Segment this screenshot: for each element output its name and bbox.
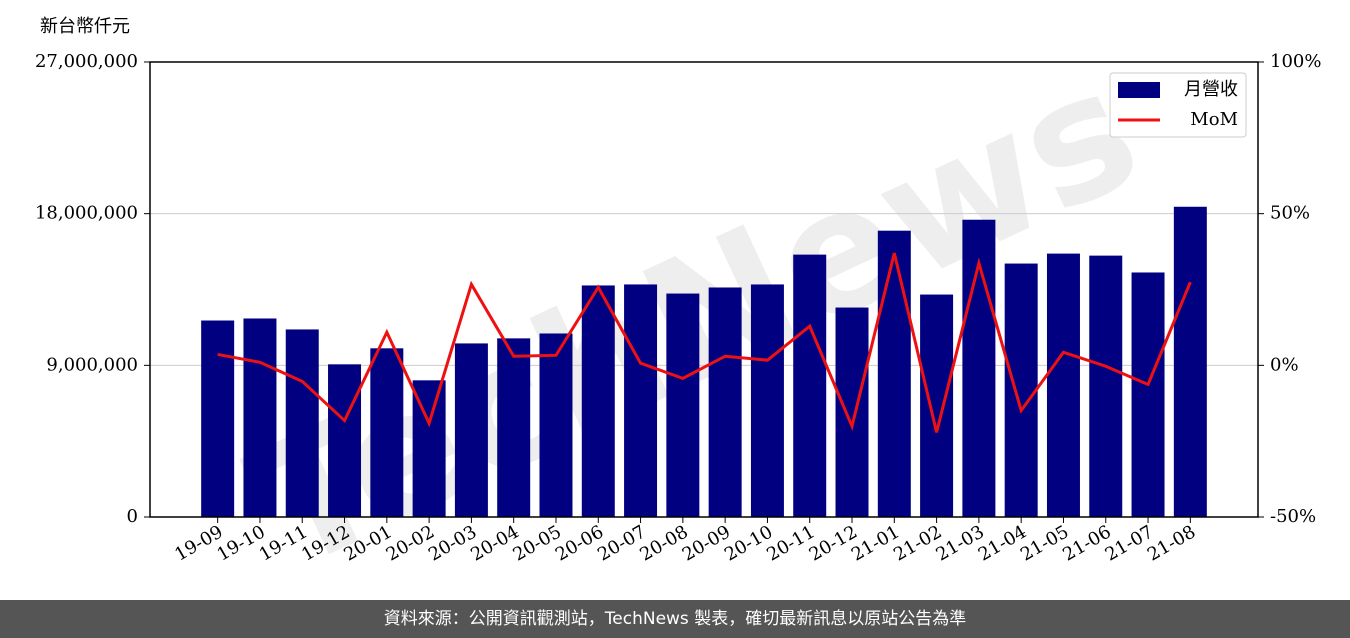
legend-label: 月營收 bbox=[1184, 79, 1238, 100]
bar bbox=[285, 329, 319, 517]
y2-tick-label: 50% bbox=[1270, 203, 1310, 224]
y2-tick-label: -50% bbox=[1270, 506, 1316, 527]
legend-label: MoM bbox=[1190, 109, 1238, 130]
bar bbox=[750, 284, 784, 517]
bar bbox=[1131, 272, 1165, 517]
bar bbox=[328, 364, 362, 517]
bar bbox=[370, 348, 404, 517]
y-tick-label: 27,000,000 bbox=[35, 51, 138, 72]
y-unit-label: 新台幣仟元 bbox=[40, 16, 130, 37]
bar bbox=[920, 294, 954, 517]
bar bbox=[1004, 263, 1038, 517]
bar bbox=[454, 343, 488, 517]
bar bbox=[497, 338, 531, 517]
bar bbox=[1173, 206, 1207, 518]
bar bbox=[201, 320, 235, 517]
y2-tick-label: 0% bbox=[1270, 354, 1299, 375]
bar bbox=[624, 284, 658, 517]
bar bbox=[708, 287, 742, 517]
footer-bar bbox=[0, 600, 1350, 638]
plot-frame bbox=[149, 61, 1259, 518]
bar bbox=[1089, 255, 1123, 517]
bar bbox=[539, 333, 573, 517]
bar bbox=[666, 293, 700, 517]
footer: 資料來源：公開資訊觀測站，TechNews 製表，確切最新訊息以原站公告為準 bbox=[384, 609, 966, 629]
bar bbox=[835, 307, 869, 517]
bar bbox=[793, 254, 827, 517]
line bbox=[217, 252, 1192, 433]
y2-tick-label: 100% bbox=[1270, 51, 1321, 72]
legend-swatch bbox=[1118, 82, 1160, 98]
y-tick-label: 9,000,000 bbox=[46, 354, 138, 375]
bar bbox=[877, 230, 911, 517]
y-tick-label: 0 bbox=[127, 506, 138, 527]
bar bbox=[581, 285, 615, 517]
bar bbox=[1046, 253, 1080, 517]
bar bbox=[243, 318, 277, 517]
y-tick-label: 18,000,000 bbox=[35, 203, 138, 224]
x-tick-label: 21-08 bbox=[1144, 521, 1199, 565]
